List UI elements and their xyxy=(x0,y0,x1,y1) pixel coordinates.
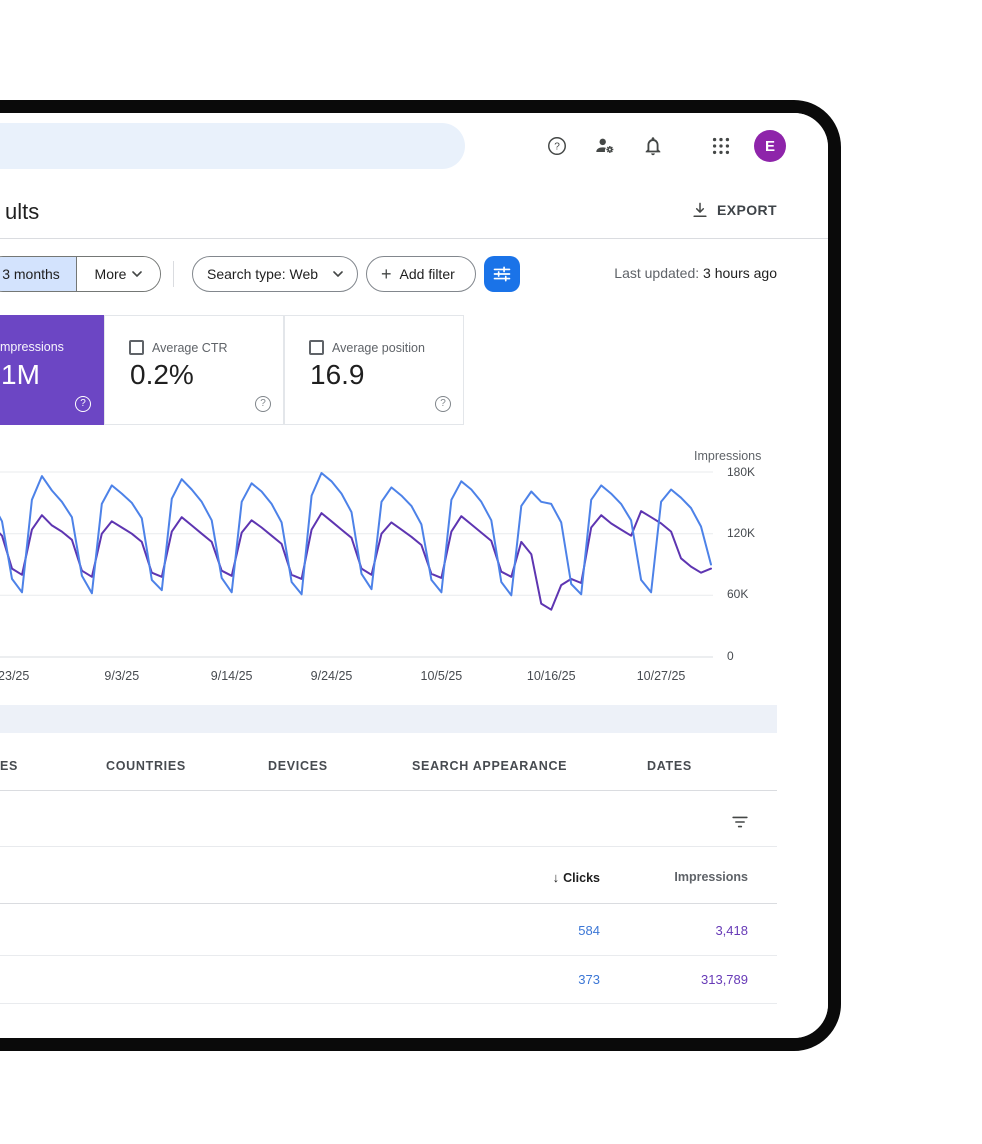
date-range-3-months[interactable]: 3 months xyxy=(0,257,76,291)
help-glyph: ? xyxy=(80,398,86,409)
last-updated-label: Last updated: xyxy=(614,265,700,281)
avatar[interactable]: E xyxy=(754,130,786,162)
clicks-column-label: Clicks xyxy=(563,870,600,885)
date-range-more-label: More xyxy=(94,266,127,282)
table-header-divider xyxy=(0,903,777,904)
chart-y-tick: 120K xyxy=(727,526,756,540)
average-position-card[interactable] xyxy=(284,315,464,425)
sort-desc-icon: ↓ xyxy=(552,870,560,885)
last-updated-value: 3 hours ago xyxy=(703,265,777,281)
tab-countries[interactable]: COUNTRIES xyxy=(106,759,186,773)
chart-x-tick-label: /23/25 xyxy=(0,669,30,683)
clicks-column-header[interactable]: ↓ Clicks xyxy=(498,870,600,885)
chart-x-tick-label: 10/27/25 xyxy=(636,669,686,683)
tune-filter-icon xyxy=(493,266,511,282)
last-updated: Last updated: 3 hours ago xyxy=(453,265,777,281)
help-glyph: ? xyxy=(440,398,446,409)
chart-y-tick: 60K xyxy=(727,587,749,601)
impressions-column-header[interactable]: Impressions xyxy=(674,870,748,884)
help-icon[interactable]: ? xyxy=(435,396,451,412)
total-impressions-value: 1M xyxy=(1,359,40,390)
tab-devices[interactable]: DEVICES xyxy=(268,759,328,773)
results-table-panel xyxy=(0,733,777,1013)
chart-x-tick-label: 10/5/25 xyxy=(420,669,463,683)
date-range-3-months-label: 3 months xyxy=(2,266,60,282)
search-type-chip-label: Search type: Web xyxy=(207,266,319,282)
filter-list-icon xyxy=(732,816,748,828)
table-filter-button[interactable] xyxy=(728,810,752,834)
download-icon xyxy=(693,202,707,217)
tab-dates[interactable]: DATES xyxy=(647,759,692,773)
help-glyph: ? xyxy=(260,398,266,409)
manage-accounts-button[interactable] xyxy=(593,134,617,158)
impressions-value[interactable]: 313,789 xyxy=(701,972,748,987)
table-toolbar-divider xyxy=(0,846,777,847)
tab-pages[interactable]: ES xyxy=(0,759,19,773)
total-impressions-label: mpressions xyxy=(0,340,64,354)
add-filter-chip[interactable]: + Add filter xyxy=(366,256,476,292)
panel-gap xyxy=(0,705,777,733)
page-title: ults xyxy=(5,199,40,224)
header-divider xyxy=(0,238,828,239)
apps-button[interactable] xyxy=(709,134,733,158)
average-position-label: Average position xyxy=(332,341,425,355)
tab-search-appearance[interactable]: SEARCH APPEARANCE xyxy=(412,759,568,773)
search-type-chip[interactable]: Search type: Web xyxy=(192,256,358,292)
export-button[interactable]: EXPORT xyxy=(653,197,777,223)
date-range-more[interactable]: More xyxy=(76,257,160,291)
impressions-value[interactable]: 3,418 xyxy=(715,923,748,938)
apps-grid-icon xyxy=(712,137,730,155)
filter-settings-button[interactable] xyxy=(484,256,520,292)
table-row-divider xyxy=(0,1003,777,1004)
chart-x-tick-label: 10/16/25 xyxy=(526,669,576,683)
help-icon[interactable]: ? xyxy=(75,396,91,412)
chart-x-tick-label: 9/14/25 xyxy=(210,669,253,683)
clicks-value[interactable]: 584 xyxy=(578,923,600,938)
average-ctr-checkbox[interactable] xyxy=(129,340,144,355)
chart-line-impressions xyxy=(0,510,712,611)
tabs-divider xyxy=(0,790,777,791)
performance-chart[interactable] xyxy=(0,452,713,667)
notifications-button[interactable] xyxy=(641,134,665,158)
clicks-value[interactable]: 373 xyxy=(578,972,600,987)
plus-icon: + xyxy=(381,263,392,284)
caret-down-icon xyxy=(132,271,143,277)
chart-x-tick-label: 9/24/25 xyxy=(310,669,353,683)
average-ctr-value: 0.2% xyxy=(130,359,194,390)
table-row-divider xyxy=(0,955,777,956)
chart-x-axis: /23/25 9/3/25 9/14/25 9/24/25 10/5/25 10/16/2… xyxy=(0,669,713,687)
filter-bar-divider xyxy=(173,261,174,287)
chart-y-tick: 0 xyxy=(727,649,734,663)
average-position-checkbox[interactable] xyxy=(309,340,324,355)
bell-icon xyxy=(645,137,661,156)
search-input[interactable] xyxy=(0,123,465,169)
app-window-frame: ? xyxy=(0,100,841,1051)
help-icon[interactable]: ? xyxy=(255,396,271,412)
help-button[interactable]: ? xyxy=(545,134,569,158)
add-filter-label: Add filter xyxy=(399,266,455,282)
chart-x-tick-label: 9/3/25 xyxy=(104,669,140,683)
average-ctr-card[interactable] xyxy=(104,315,284,425)
caret-down-icon xyxy=(333,271,343,277)
average-ctr-label: Average CTR xyxy=(152,341,228,355)
manage-accounts-icon xyxy=(596,138,614,153)
chart-line-clicks xyxy=(0,472,712,597)
chart-y-axis-title: Impressions xyxy=(694,449,762,463)
chart-y-tick: 180K xyxy=(727,465,756,479)
export-label: EXPORT xyxy=(717,202,777,218)
window-content: ? xyxy=(0,113,828,1038)
help-icon: ? xyxy=(548,137,566,155)
svg-text:?: ? xyxy=(554,142,560,153)
average-position-value: 16.9 xyxy=(310,359,365,390)
date-range-segmented-control: 3 months More xyxy=(0,256,161,292)
